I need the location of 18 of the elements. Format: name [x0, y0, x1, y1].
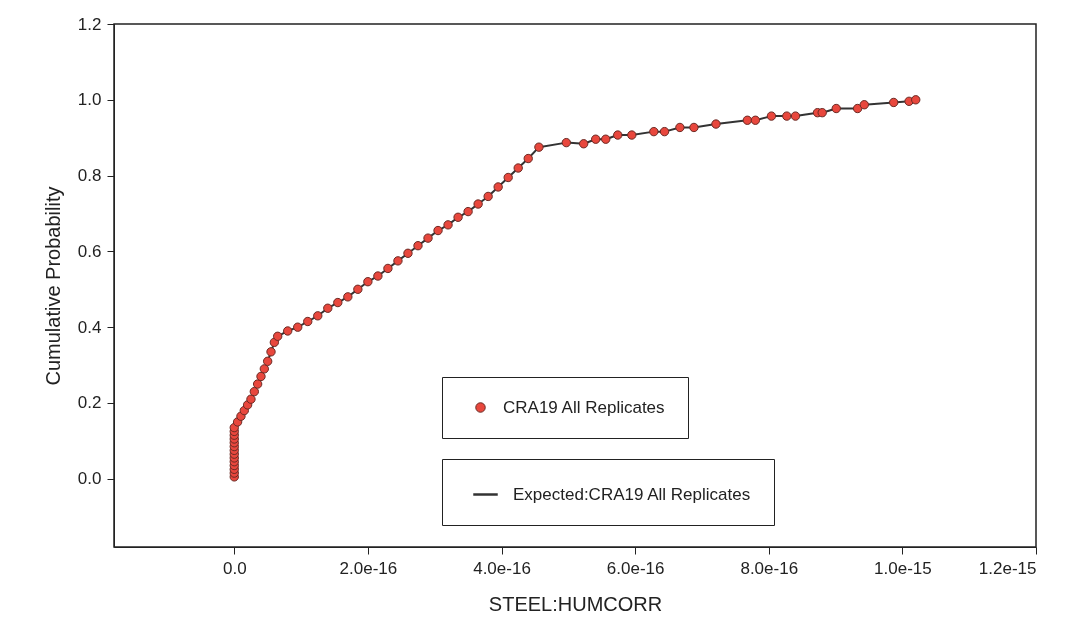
x-tick-label: 4.0e-16 [473, 558, 531, 578]
y-tick-label: 0.0 [77, 469, 102, 489]
y-tick-label: 0.8 [77, 166, 102, 186]
legend-label: CRA19 All Replicates [503, 397, 665, 417]
x-tick-label: 1.0e-15 [874, 558, 932, 578]
x-tick-label: 0.0 [222, 558, 247, 578]
y-axis-title: Cumulative Probability [41, 186, 64, 386]
x-axis-title: STEEL:HUMCORR [488, 592, 663, 615]
y-tick-label: 1.2 [77, 14, 102, 34]
x-tick-label: 2.0e-16 [339, 558, 398, 578]
y-tick-label: 1.0 [77, 90, 102, 110]
x-tick-label: 1.2e-15 [978, 558, 1037, 578]
x-tick-label: 8.0e-16 [740, 558, 799, 578]
y-tick-label: 0.6 [77, 241, 102, 261]
y-tick-label: 0.4 [77, 317, 102, 337]
x-tick-label: 6.0e-16 [606, 558, 665, 578]
y-tick-label: 0.2 [77, 393, 102, 413]
legend-label: Expected:CRA19 All Replicates [513, 484, 751, 504]
